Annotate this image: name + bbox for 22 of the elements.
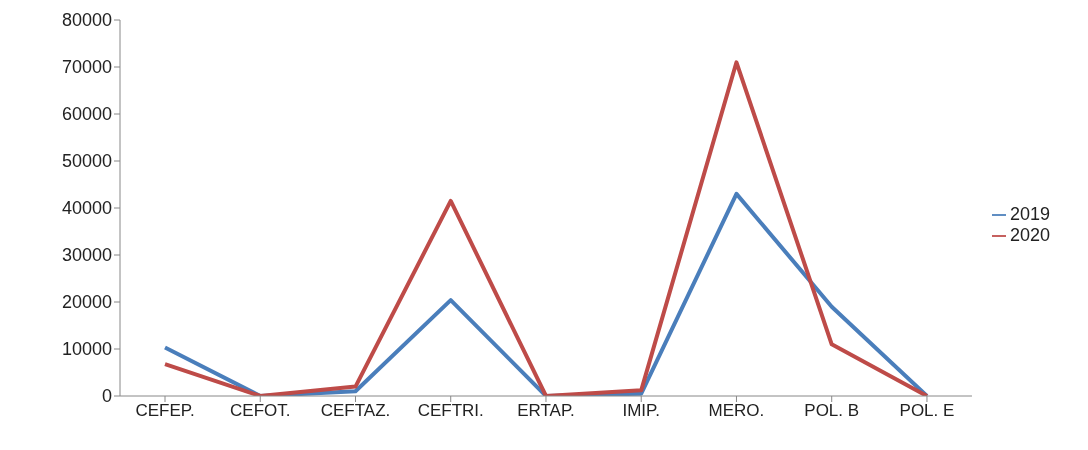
y-tick-label: 80000 (61, 10, 112, 31)
y-tick-label: 10000 (61, 339, 112, 360)
line-series (163, 191, 929, 396)
legend-label: 2019 (1009, 204, 1050, 224)
x-tick-label: CEFOT. (230, 401, 291, 421)
x-tick-label: CEFTAZ. (320, 401, 391, 421)
y-tick-label: 30000 (61, 245, 112, 266)
y-tick-label: 40000 (61, 198, 112, 219)
y-tick-label: 50000 (61, 151, 112, 172)
x-tick-label: POL. B (804, 401, 860, 421)
x-tick-label: IMIP. (622, 401, 660, 421)
x-tick-label: ERTAP. (517, 401, 575, 421)
legend-label: 2020 (1009, 225, 1050, 245)
y-tick-label: 60000 (61, 104, 112, 125)
y-tick-label: 70000 (61, 57, 112, 78)
y-tick-label: 0 (101, 386, 112, 407)
x-tick-label: CEFEP. (135, 401, 195, 421)
x-tick-label: CEFTRI. (417, 401, 484, 421)
x-tick-label: MERO. (708, 401, 765, 421)
line-series (163, 60, 929, 396)
x-tick-label: POL. E (899, 401, 955, 421)
y-tick-label: 20000 (61, 292, 112, 313)
